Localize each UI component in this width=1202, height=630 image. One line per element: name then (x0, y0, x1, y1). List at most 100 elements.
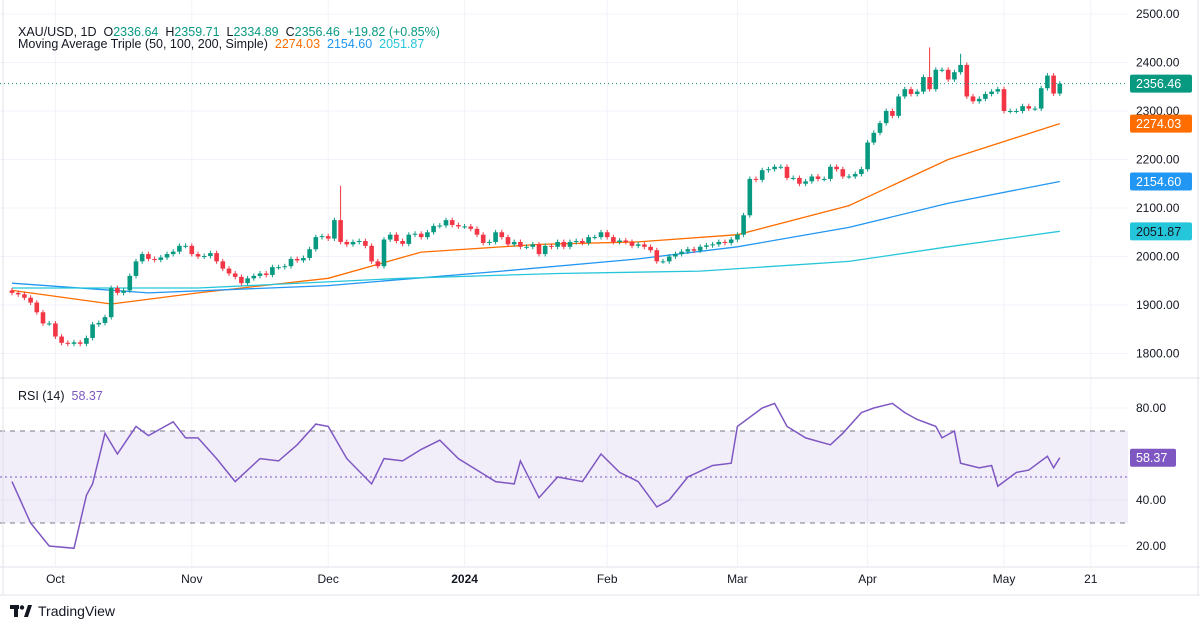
candle-body (890, 111, 895, 116)
rsi-legend[interactable]: RSI (14) 58.37 (18, 389, 103, 403)
candle-body (772, 166, 777, 170)
candle-body (468, 226, 474, 229)
candle-body (852, 174, 858, 177)
candle-body (245, 278, 250, 284)
candle-body (400, 240, 405, 244)
axis-value-tag (1130, 222, 1192, 241)
candle-body (294, 258, 300, 261)
candle-body (642, 244, 647, 247)
axis-value-tag (1130, 114, 1192, 133)
time-tick-label: 21 (1084, 572, 1098, 586)
price-tick-label: 1900.00 (1136, 298, 1180, 312)
time-tick-label: Apr (858, 572, 877, 586)
candle-body (995, 89, 1001, 92)
candle-body (332, 220, 337, 239)
change-value: +19.82 (+0.85%) (346, 25, 440, 39)
candle-body (815, 176, 821, 179)
candle-body (15, 292, 21, 295)
ma-legend[interactable]: Moving Average Triple (50, 100, 200, Sim… (18, 37, 424, 51)
candle-body (480, 234, 486, 243)
axis-value-tag (1130, 74, 1192, 93)
candle-body (983, 94, 988, 99)
candle-body (673, 254, 678, 257)
rsi-line-path (11, 402, 1061, 550)
candle-body (697, 246, 703, 251)
candle-body (220, 261, 226, 269)
candle-body (524, 246, 529, 248)
candle-body (654, 250, 660, 262)
candle-body (976, 98, 982, 102)
candle-body (753, 178, 759, 180)
rsi-tick-label: 40.00 (1136, 493, 1166, 507)
candle-body (561, 241, 567, 247)
candle-body (276, 267, 281, 269)
candle-body (1057, 83, 1063, 94)
candle-body (164, 254, 170, 258)
candle-body (369, 245, 374, 262)
rsi-label: RSI (14) (18, 389, 65, 403)
moving-averages (11, 122, 1060, 305)
candle-body (747, 178, 753, 216)
rsi-tick-label: 20.00 (1136, 539, 1166, 553)
candle-body (363, 240, 368, 246)
candle-body (96, 322, 102, 325)
rsi-line (11, 402, 1061, 550)
candle-body (766, 169, 771, 171)
time-tick-label: Dec (318, 572, 339, 586)
tradingview-logo[interactable]: TradingView (10, 603, 115, 619)
candle-body (927, 77, 932, 90)
time-tick-label: Feb (597, 572, 618, 586)
candle-body (121, 290, 126, 293)
candle-body (301, 257, 306, 261)
candle-body (381, 239, 387, 267)
candle-body (270, 267, 275, 275)
candle-body (660, 261, 666, 263)
candle-body (846, 176, 852, 178)
candle-body (623, 240, 629, 242)
candle-body (617, 240, 622, 242)
candle-body (586, 237, 591, 243)
candle-body (635, 244, 641, 246)
candle-body (828, 166, 833, 179)
candle-body (418, 233, 424, 238)
candle-body (1051, 75, 1056, 94)
candle-body (263, 273, 269, 275)
candle-body (232, 273, 238, 277)
axis-value-tag (1130, 172, 1192, 191)
candle-body (307, 249, 312, 258)
low-value: 2334.89 (233, 25, 279, 39)
candle-body (474, 228, 480, 235)
candle-body (344, 241, 350, 245)
time-tick-label: 2024 (451, 572, 478, 586)
candle-body (945, 69, 951, 80)
candle-body (356, 240, 362, 242)
price-tick-label: 2000.00 (1136, 250, 1180, 264)
candle-body (530, 244, 536, 247)
candle-body (604, 232, 610, 238)
candle-body (313, 237, 319, 250)
candle-body (1026, 106, 1032, 109)
candle-body (778, 166, 784, 168)
candle-body (115, 288, 120, 293)
candle-body (71, 342, 77, 344)
price-tick-label: 2500.00 (1136, 7, 1180, 21)
candle-body (797, 177, 802, 184)
symbol-label: XAU/USD, 1D (18, 25, 97, 39)
candle-body (555, 241, 560, 247)
candle-body (716, 241, 722, 245)
candle-body (53, 323, 58, 337)
candle-body (1007, 111, 1013, 112)
candle-body (933, 69, 939, 90)
candle-body (914, 91, 920, 95)
candle-body (108, 288, 114, 318)
axis-value-tag-label: 2051.87 (1136, 225, 1181, 239)
candle-body (1014, 111, 1019, 112)
open-value: 2336.64 (113, 25, 159, 39)
candle-body (908, 89, 914, 95)
candle-body (877, 123, 883, 133)
candle-body (939, 69, 945, 71)
candle-body (505, 237, 511, 245)
axes[interactable]: 2500.00 2400.00 2300.00 2200.00 2100.00 2000.… (0, 0, 1202, 596)
candle-body (790, 177, 796, 179)
